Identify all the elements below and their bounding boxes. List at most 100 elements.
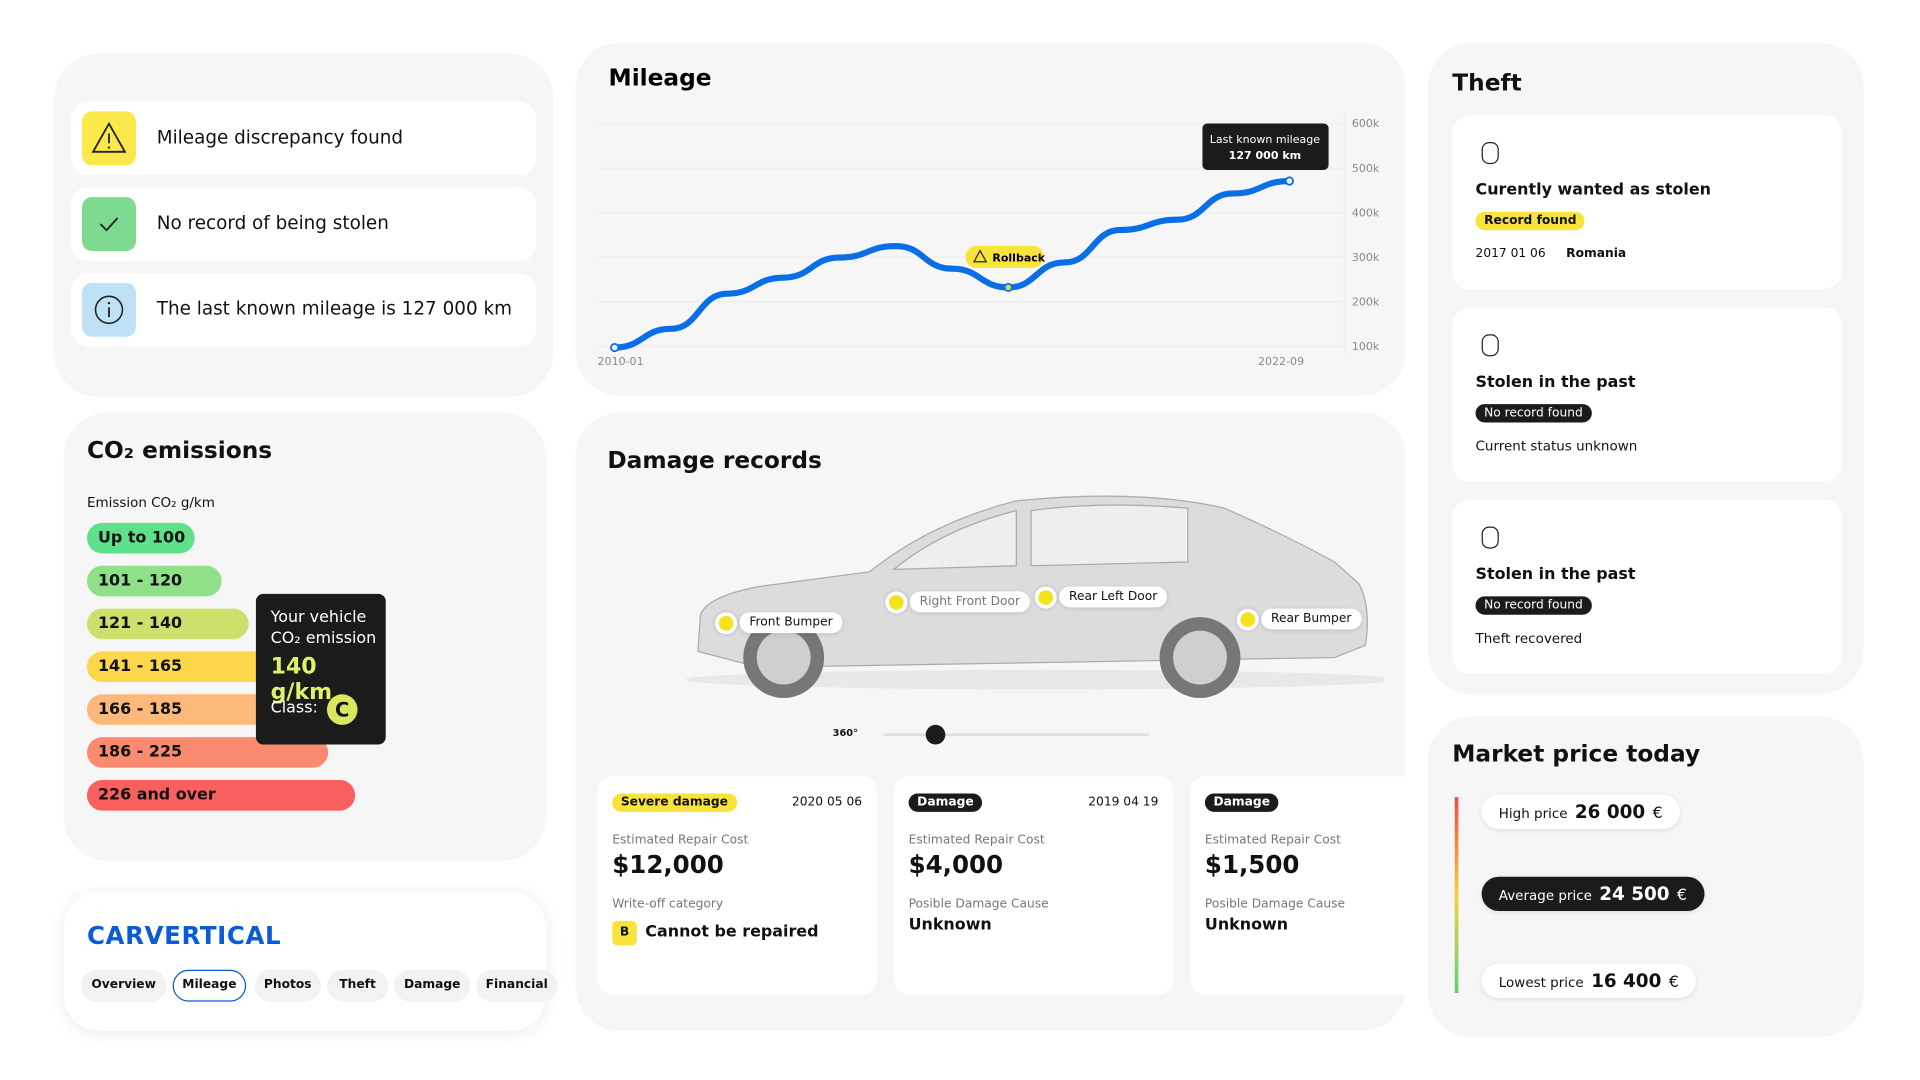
hotspot-dot[interactable] (1034, 586, 1057, 609)
warning-icon (82, 111, 136, 166)
rotate-label: 360° (832, 727, 859, 739)
price-value: 16 400 (1591, 969, 1662, 992)
check-icon (82, 197, 136, 252)
hotspot-dot[interactable] (885, 591, 908, 614)
nav-tab[interactable]: Financial (476, 969, 558, 1002)
co2-title: CO₂ emissions (86, 437, 273, 465)
field-value: Cannot be repaired (645, 923, 819, 942)
record-date: 2019 04 19 (1088, 795, 1159, 810)
alert-text: Mileage discrepancy found (156, 126, 404, 149)
damage-record: Severe damage 2020 05 06 Estimated Repair … (597, 776, 877, 995)
field-label: Write-off category (612, 897, 724, 912)
theft-badge: No record found (1475, 404, 1592, 423)
co2-band: 101 - 120 (86, 565, 222, 597)
alert: Mileage discrepancy found (71, 101, 537, 176)
thief-icon (1481, 334, 1499, 357)
slider-knob[interactable] (925, 724, 946, 745)
damage-card: Damage records Front Bumper Right Front … (575, 412, 1406, 1032)
price-label: Lowest price (1498, 974, 1584, 991)
cost-label: Estimated Repair Cost (612, 833, 749, 848)
logo: CARVERTICAL (86, 920, 282, 951)
mileage-chart: Mileage 100k 200k 300k 400k 500k 600k 2010-01 2… (597, 65, 1380, 368)
y-tick-label: 100k (1352, 340, 1380, 353)
mileage-card: Mileage 100k 200k 300k 400k 500k 600k 2010-01 2… (575, 42, 1406, 396)
hotspot-label[interactable]: Right Front Door (909, 591, 1030, 613)
warning-icon (972, 249, 988, 263)
theft-title: Theft (1452, 69, 1522, 97)
alert-text: No record of being stolen (156, 211, 389, 234)
thief-icon (1481, 526, 1499, 549)
alert-text: The last known mileage is 127 000 km (156, 297, 513, 320)
damage-badge: Damage (908, 793, 983, 812)
cost-value: $1,500 (1204, 849, 1300, 880)
y-tick-label: 600k (1352, 117, 1380, 130)
theft-badge: Record found (1475, 211, 1586, 231)
class-label: Class: (270, 699, 318, 718)
theft-badge: No record found (1475, 596, 1592, 615)
cost-label: Estimated Repair Cost (908, 833, 1045, 848)
y-tick-label: 500k (1352, 162, 1380, 175)
price-label: High price (1498, 805, 1568, 822)
nav-card (63, 891, 547, 1032)
nav-tab[interactable]: Mileage (172, 969, 247, 1002)
theft-detail: Current status unknown (1475, 438, 1638, 455)
y-tick-label: 400k (1352, 206, 1380, 219)
nav-tab[interactable]: Damage (394, 969, 471, 1002)
co2-tooltip: Your vehicle CO₂ emission 140 g/km Class… (255, 593, 386, 745)
theft-card: Theft Curently wanted as stolen Record fo… (1427, 42, 1864, 695)
x-tick-label: 2010-01 (598, 355, 644, 368)
damage-record: Damage 2019 04 19 Estimated Repair Cost $4,… (893, 776, 1174, 995)
data-point (610, 342, 620, 353)
data-point (1284, 176, 1294, 186)
price-value: 26 000 (1574, 800, 1646, 823)
co2-band: 121 - 140 (86, 608, 249, 640)
price-pill: Average price 24 500 € (1481, 876, 1705, 912)
theft-country: Romania (1566, 247, 1627, 261)
hotspot-label[interactable]: Front Bumper (739, 612, 843, 634)
theft-detail: Theft recovered (1475, 630, 1583, 647)
theft-item: Curently wanted as stolen Record found 201… (1452, 115, 1842, 289)
nav-tab[interactable]: Photos (254, 969, 321, 1002)
damage-badge: Damage (1204, 793, 1279, 812)
price-value: 24 500 (1599, 882, 1670, 905)
hotspot-label[interactable]: Rear Left Door (1059, 586, 1168, 608)
x-tick-label: 2022-09 (1258, 355, 1304, 368)
damage-badge: Severe damage (612, 793, 737, 812)
damage-title: Damage records (607, 446, 822, 474)
theft-date: 2017 01 06 (1475, 247, 1546, 261)
category-badge: B (612, 920, 637, 946)
co2-band: Up to 100 (86, 522, 195, 554)
tooltip-value: 140 g/km (270, 653, 333, 706)
cost-label: Estimated Repair Cost (1204, 833, 1341, 848)
tooltip-line: Your vehicle (270, 608, 367, 627)
theft-item-title: Stolen in the past (1475, 565, 1636, 585)
price-currency: € (1676, 886, 1688, 905)
y-tick-label: 200k (1352, 295, 1380, 308)
y-tick-label: 300k (1352, 251, 1380, 264)
data-point (1003, 282, 1013, 293)
tooltip-title: Last known mileage (1210, 133, 1320, 146)
alert: The last known mileage is 127 000 km (71, 273, 537, 347)
theft-item: Stolen in the past No record found Theft r… (1452, 499, 1842, 674)
price-currency: € (1652, 804, 1663, 823)
field-label: Posible Damage Cause (908, 897, 1049, 912)
theft-item: Stolen in the past No record found Current… (1452, 307, 1842, 482)
hotspot-label[interactable]: Rear Bumper (1261, 608, 1362, 630)
hotspot-dot[interactable] (1236, 608, 1259, 631)
record-date: 2020 05 06 (791, 795, 863, 810)
theft-item-title: Curently wanted as stolen (1475, 181, 1711, 200)
tooltip-line: CO₂ emission (270, 629, 377, 648)
field-value: Unknown (908, 915, 992, 935)
mileage-line (611, 177, 1293, 351)
co2-band: 141 - 165 (86, 651, 271, 683)
slider-track[interactable] (884, 733, 1149, 736)
price-currency: € (1668, 973, 1679, 992)
nav-tab[interactable]: Theft (326, 969, 389, 1002)
co2-axis-label: Emission CO₂ g/km (86, 494, 215, 511)
field-value: Unknown (1204, 915, 1289, 935)
hotspot-dot[interactable] (715, 612, 738, 635)
nav-tab[interactable]: Overview (80, 969, 167, 1002)
market-card: Market price today High price 26 000 € Aver… (1427, 716, 1864, 1038)
